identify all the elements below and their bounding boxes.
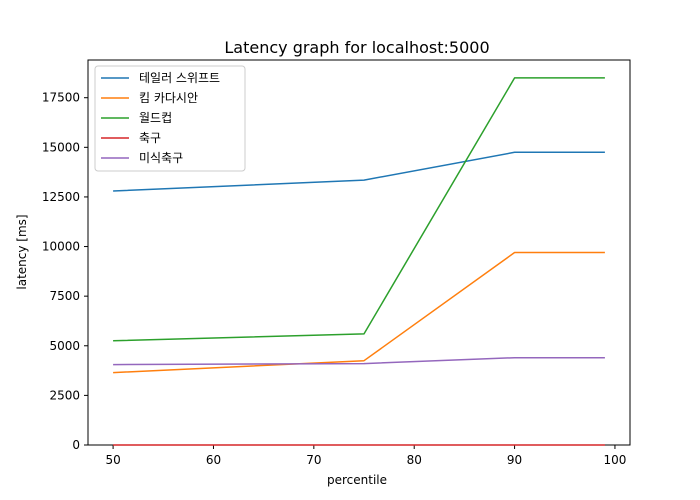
x-axis: 50 60 70 80 90 100 [105, 445, 626, 467]
legend-label: 테일러 스위프트 [139, 71, 220, 85]
chart-title: Latency graph for localhost:5000 [224, 38, 489, 57]
x-tick-label: 50 [105, 453, 120, 467]
y-tick-label: 10000 [42, 240, 80, 254]
x-tick-label: 70 [306, 453, 321, 467]
series-line-2 [113, 77, 605, 342]
y-tick-label: 2500 [49, 388, 80, 402]
y-axis-label: latency [ms] [15, 214, 29, 289]
series-line-4 [113, 356, 605, 366]
x-tick-label: 60 [206, 453, 221, 467]
y-tick-label: 0 [72, 438, 80, 452]
x-tick-label: 90 [507, 453, 522, 467]
legend-label: 월드컵 [139, 111, 172, 125]
y-tick-label: 12500 [42, 190, 80, 204]
series-line-0 [113, 151, 605, 192]
legend-box [94, 65, 246, 172]
y-tick-label: 7500 [49, 289, 80, 303]
series-lines [113, 77, 605, 446]
y-axis: 0 2500 5000 7500 10000 12500 15000 17500 [42, 91, 88, 452]
x-tick-label: 100 [603, 453, 626, 467]
legend-label: 축구 [139, 131, 161, 145]
x-axis-label: percentile [327, 473, 387, 487]
legend-label: 킴 카다시안 [139, 91, 198, 105]
x-tick-label: 80 [407, 453, 422, 467]
y-tick-label: 15000 [42, 140, 80, 154]
y-tick-label: 17500 [42, 91, 80, 105]
legend-label: 미식축구 [139, 151, 183, 165]
y-tick-label: 5000 [49, 339, 80, 353]
series-line-1 [113, 251, 605, 374]
